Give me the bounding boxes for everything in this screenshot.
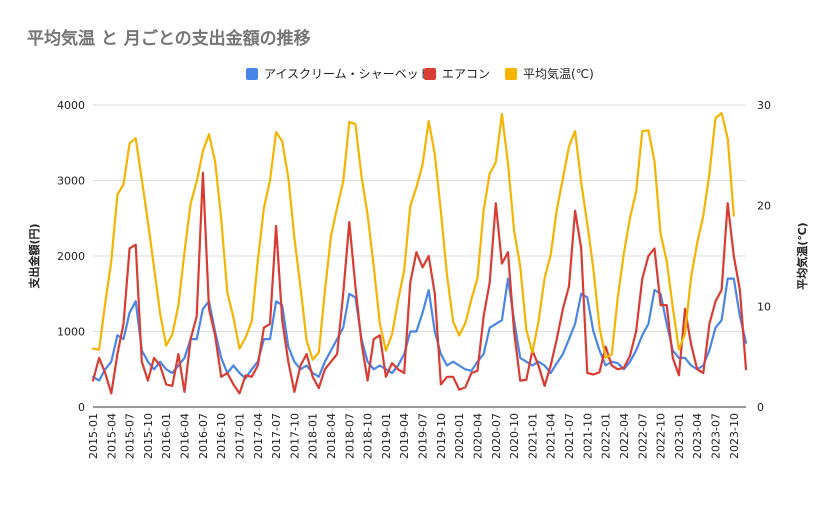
x-tick-label: 2015-07 [124,413,137,459]
x-tick-label: 2016-10 [215,413,228,459]
y-right-tick-label: 20 [757,200,771,213]
y-right-tick-label: 0 [757,401,764,414]
legend-item-aircon[interactable]: エアコン [424,67,490,81]
legend-item-ice-cream[interactable]: アイスクリーム・シャーベット [246,67,431,81]
series-line-ice-cream [91,277,748,382]
x-tick-label: 2021-10 [581,413,594,459]
x-tick-label: 2016-07 [197,413,210,459]
x-tick-label: 2017-10 [288,413,301,459]
legend-label-temperature: 平均気温(℃) [523,66,594,81]
y-axis-right-title: 平均気温(℃) [795,222,809,289]
x-tick-label: 2017-01 [233,413,246,459]
y-axis-left-title: 支出金額(円) [27,223,41,289]
x-tick-label: 2019-04 [398,413,411,459]
x-tick-label: 2022-01 [600,413,613,459]
x-tick-label: 2021-07 [563,413,576,459]
y-left-tick-label: 2000 [57,250,85,263]
x-tick-label: 2023-10 [728,413,741,459]
x-tick-label: 2021-01 [526,413,539,459]
y-left-tick-label: 4000 [57,99,85,112]
x-tick-label: 2016-04 [179,413,192,459]
x-tick-label: 2023-07 [709,413,722,459]
x-tick-label: 2023-04 [691,413,704,459]
x-tick-label: 2017-04 [252,413,265,459]
x-tick-label: 2022-07 [636,413,649,459]
y-left-tick-label: 0 [78,401,85,414]
x-tick-label: 2020-10 [508,413,521,459]
y-left-tick-label: 3000 [57,175,85,188]
y-right-tick-label: 30 [757,99,771,112]
legend-swatch-temperature [505,68,517,80]
x-tick-label: 2019-10 [435,413,448,459]
x-tick-label: 2019-01 [380,413,393,459]
legend-item-temperature[interactable]: 平均気温(℃) [505,66,594,81]
x-tick-label: 2018-04 [325,413,338,459]
x-tick-label: 2020-01 [453,413,466,459]
legend-swatch-ice-cream [246,68,258,80]
x-tick-label: 2016-01 [160,413,173,459]
x-tick-label: 2015-01 [87,413,100,459]
y-axis-left-ticks: 0 1000 2000 3000 4000 [57,99,85,414]
y-axis-right-ticks: 0 10 20 30 [757,99,771,414]
x-axis-ticks: 2015-01 2015-04 2015-07 2015-10 2016-01 2016-… [87,413,741,459]
legend-swatch-aircon [424,68,436,80]
series-line-temperature [91,111,735,361]
legend: アイスクリーム・シャーベット エアコン 平均気温(℃) [246,66,594,81]
x-tick-label: 2017-07 [270,413,283,459]
x-tick-label: 2021-04 [545,413,558,459]
x-tick-label: 2015-10 [142,413,155,459]
x-tick-label: 2020-07 [490,413,503,459]
x-tick-label: 2018-01 [307,413,320,459]
legend-label-aircon: エアコン [442,67,490,81]
series-lines [91,111,748,395]
x-tick-label: 2023-01 [673,413,686,459]
x-tick-label: 2018-07 [343,413,356,459]
x-tick-label: 2019-07 [417,413,430,459]
x-tick-label: 2022-10 [655,413,668,459]
y-left-tick-label: 1000 [57,326,85,339]
y-right-tick-label: 10 [757,300,771,313]
chart-title: 平均気温 と 月ごとの支出金額の推移 [27,28,311,49]
x-tick-label: 2020-04 [471,413,484,459]
x-tick-label: 2022-04 [618,413,631,459]
x-tick-label: 2015-04 [105,413,118,459]
series-line-aircon [91,171,748,395]
x-tick-label: 2018-10 [362,413,375,459]
legend-label-ice-cream: アイスクリーム・シャーベット [264,67,431,81]
